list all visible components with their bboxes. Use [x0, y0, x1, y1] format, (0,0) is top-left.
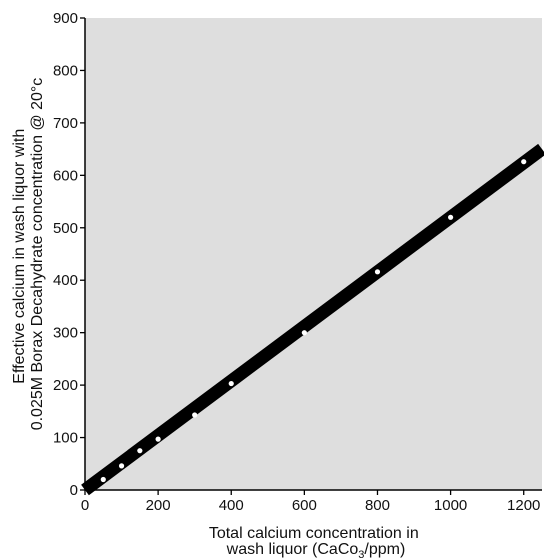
y-tick-label: 700 [53, 115, 78, 132]
y-tick-label: 400 [53, 272, 78, 289]
y-tick-label: 300 [53, 325, 78, 342]
data-point [100, 476, 106, 483]
y-tick-label: 100 [53, 430, 78, 447]
fit-line [81, 143, 544, 496]
data-point [448, 214, 454, 220]
y-tick-label: 800 [53, 62, 78, 79]
x-axis-label-line-2: wash liquor (CaCo3/ppm) [226, 541, 406, 559]
x-axis-label-line-1: Total calcium concentration in [209, 525, 419, 542]
x-tick-label: 1000 [434, 497, 467, 514]
data-point [192, 412, 198, 418]
data-point [374, 269, 381, 275]
y-axis-label: Effective calcium in wash liquor with 0.… [11, 78, 46, 431]
x-tick-label: 1200 [507, 497, 540, 514]
y-axis-ticks: 0 100 200 300 400 500 600 700 800 900 [53, 10, 85, 499]
y-tick-label: 500 [53, 220, 78, 237]
x-axis-label-line-2b: /ppm) [364, 541, 405, 558]
y-axis-label-line-2: 0.025M Borax Decahydrate concentration @… [29, 78, 46, 431]
data-point [155, 436, 161, 442]
x-axis-label-subscript: 3 [358, 549, 364, 559]
y-axis-label-line-1: Effective calcium in wash liquor with [11, 129, 28, 384]
x-tick-label: 600 [292, 497, 317, 514]
x-tick-label: 800 [365, 497, 390, 514]
x-tick-label: 0 [81, 497, 89, 514]
y-tick-label: 0 [70, 482, 78, 499]
data-point [301, 330, 307, 336]
data-point [521, 159, 527, 165]
plot-area [85, 18, 542, 490]
data-point [118, 463, 125, 469]
y-tick-label: 900 [53, 10, 78, 27]
data-point [137, 448, 143, 454]
x-axis-label-line-2a: wash liquor (CaCo [226, 541, 359, 558]
x-axis-label: Total calcium concentration in wash liqu… [209, 525, 423, 559]
data-points [100, 159, 527, 483]
x-tick-label: 200 [146, 497, 171, 514]
y-tick-label: 200 [53, 377, 78, 394]
data-point [228, 380, 234, 387]
x-axis-ticks: 0 200 400 600 800 1000 1200 [81, 490, 540, 514]
y-tick-label: 600 [53, 167, 78, 184]
x-tick-label: 400 [219, 497, 244, 514]
